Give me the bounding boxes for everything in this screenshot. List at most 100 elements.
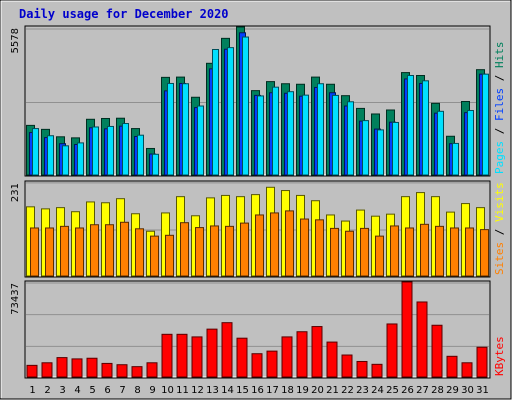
visits-panel-legend-separator: / <box>493 222 506 242</box>
x-tick-label: 18 <box>281 385 294 396</box>
kbytes-bar <box>86 357 98 378</box>
kbytes-bar <box>296 331 308 378</box>
x-tick-label: 8 <box>134 385 140 396</box>
hits-panel-legend-separator: / <box>493 121 506 141</box>
pages-bar <box>452 142 459 176</box>
pages-bar <box>92 126 99 176</box>
sites-bar <box>450 227 459 277</box>
kbytes-bar <box>341 354 353 378</box>
pages-bar <box>482 73 489 176</box>
x-tick-label: 26 <box>401 385 414 396</box>
kbytes-bar <box>401 281 413 378</box>
sites-bar <box>360 227 369 277</box>
sites-bar <box>255 214 264 277</box>
sites-bar <box>135 228 144 277</box>
kbytes-bar <box>116 364 128 378</box>
sites-bar <box>330 227 339 277</box>
kbytes-bar <box>461 362 473 378</box>
kbytes-bar <box>161 333 173 378</box>
kbytes-bar <box>281 336 293 378</box>
kbytes-bar <box>371 363 383 378</box>
sites-bar <box>30 227 39 277</box>
x-tick-label: 17 <box>266 385 279 396</box>
kbytes-panel-legend-kbytes: KBytes <box>493 336 506 376</box>
kbytes-panel-legend: KBytes <box>493 336 506 376</box>
pages-bar <box>32 128 39 176</box>
x-tick-label: 29 <box>446 385 459 396</box>
visits-panel-ymax-label: 231 <box>10 183 21 202</box>
pages-bar <box>347 101 354 176</box>
x-tick-label: 10 <box>161 385 174 396</box>
sites-bar <box>315 219 324 277</box>
pages-bar <box>437 110 444 176</box>
sites-bar <box>465 227 474 277</box>
pages-bar <box>272 86 279 176</box>
kbytes-panel-ymax-label: 73437 <box>10 283 21 315</box>
pages-bar <box>362 120 369 176</box>
chart-title: Daily usage for December 2020 <box>19 7 229 21</box>
pages-bar <box>407 75 414 176</box>
pages-bar <box>47 135 54 176</box>
x-axis-labels: 1 2 3 4 5 6 7 8 9 10 11 12 13 14 15 16 17 18 19 20 21 22 23 24 2… <box>29 385 489 396</box>
chart-panels: 5578 Pages / Files / Hits 231 Sites / Visit… <box>10 25 506 379</box>
kbytes-bar <box>431 324 443 378</box>
x-tick-label: 24 <box>371 385 384 396</box>
pages-bar <box>152 153 159 176</box>
sites-bar <box>225 225 234 277</box>
sites-bar <box>345 230 354 277</box>
pages-bar <box>182 83 189 176</box>
x-tick-label: 14 <box>221 385 234 396</box>
pages-bar <box>467 110 474 176</box>
x-tick-label: 31 <box>476 385 489 396</box>
sites-bar <box>480 229 489 277</box>
hits-panel-legend-separator: / <box>493 68 506 88</box>
kbytes-bar <box>326 341 338 378</box>
x-tick-label: 15 <box>236 385 249 396</box>
visits-panel-legend-sites: Sites <box>493 242 506 275</box>
pages-bar <box>107 125 114 176</box>
pages-bar <box>332 94 339 176</box>
kbytes-bar <box>356 360 368 378</box>
x-tick-label: 19 <box>296 385 309 396</box>
kbytes-bar <box>131 366 143 378</box>
pages-bar <box>377 129 384 176</box>
hits-panel-ymax-label: 5578 <box>10 28 21 53</box>
kbytes-bar <box>266 350 278 378</box>
pages-bar <box>422 80 429 176</box>
sites-bar <box>390 225 399 277</box>
x-tick-label: 30 <box>461 385 474 396</box>
kbytes-bar <box>206 328 218 378</box>
sites-bar <box>420 223 429 277</box>
x-tick-label: 21 <box>326 385 339 396</box>
sites-bar <box>60 225 69 277</box>
pages-bar <box>317 83 324 176</box>
pages-bar <box>77 142 84 176</box>
sites-bar <box>180 222 189 277</box>
sites-bar <box>150 235 159 277</box>
sites-bar <box>75 227 84 277</box>
visits-panel-legend-visits: Visits <box>493 182 506 222</box>
x-tick-label: 5 <box>89 385 95 396</box>
x-tick-label: 4 <box>74 385 80 396</box>
sites-bar <box>45 227 54 277</box>
kbytes-bar <box>386 323 398 378</box>
kbytes-bar <box>251 353 263 378</box>
kbytes-bar <box>311 326 323 378</box>
x-tick-label: 28 <box>431 385 444 396</box>
kbytes-bar <box>26 364 38 378</box>
sites-bar <box>90 224 99 277</box>
pages-bar <box>197 105 204 176</box>
sites-bar <box>105 224 114 277</box>
sites-bar <box>270 212 279 277</box>
hits-panel-legend: Pages / Files / Hits <box>493 42 506 175</box>
kbytes-bar <box>446 355 458 378</box>
x-tick-label: 16 <box>251 385 264 396</box>
x-tick-label: 13 <box>206 385 219 396</box>
visits-panel-legend: Sites / Visits <box>493 182 506 275</box>
kbytes-bar <box>101 362 113 378</box>
sites-bar <box>375 235 384 277</box>
x-tick-label: 3 <box>59 385 65 396</box>
kbytes-bar <box>476 346 488 378</box>
kbytes-bar <box>146 362 158 378</box>
pages-bar <box>392 121 399 176</box>
